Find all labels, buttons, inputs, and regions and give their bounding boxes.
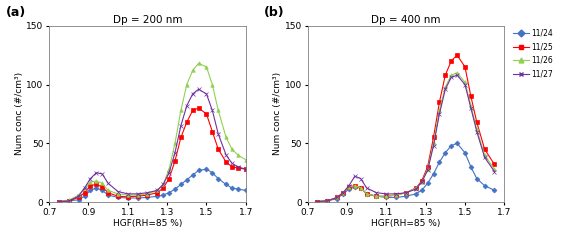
Title: Dp = 200 nm: Dp = 200 nm bbox=[113, 15, 182, 25]
Title: Dp = 400 nm: Dp = 400 nm bbox=[371, 15, 441, 25]
Text: (b): (b) bbox=[264, 6, 285, 19]
Text: (a): (a) bbox=[6, 6, 26, 19]
X-axis label: HGF(RH=85 %): HGF(RH=85 %) bbox=[113, 219, 182, 228]
Legend: 11/24, 11/25, 11/26, 11/27: 11/24, 11/25, 11/26, 11/27 bbox=[510, 26, 556, 82]
Y-axis label: Num conc (#/cm³): Num conc (#/cm³) bbox=[273, 72, 282, 156]
Y-axis label: Num conc (#/cm³): Num conc (#/cm³) bbox=[15, 72, 24, 156]
X-axis label: HGF(RH=85 %): HGF(RH=85 %) bbox=[371, 219, 441, 228]
